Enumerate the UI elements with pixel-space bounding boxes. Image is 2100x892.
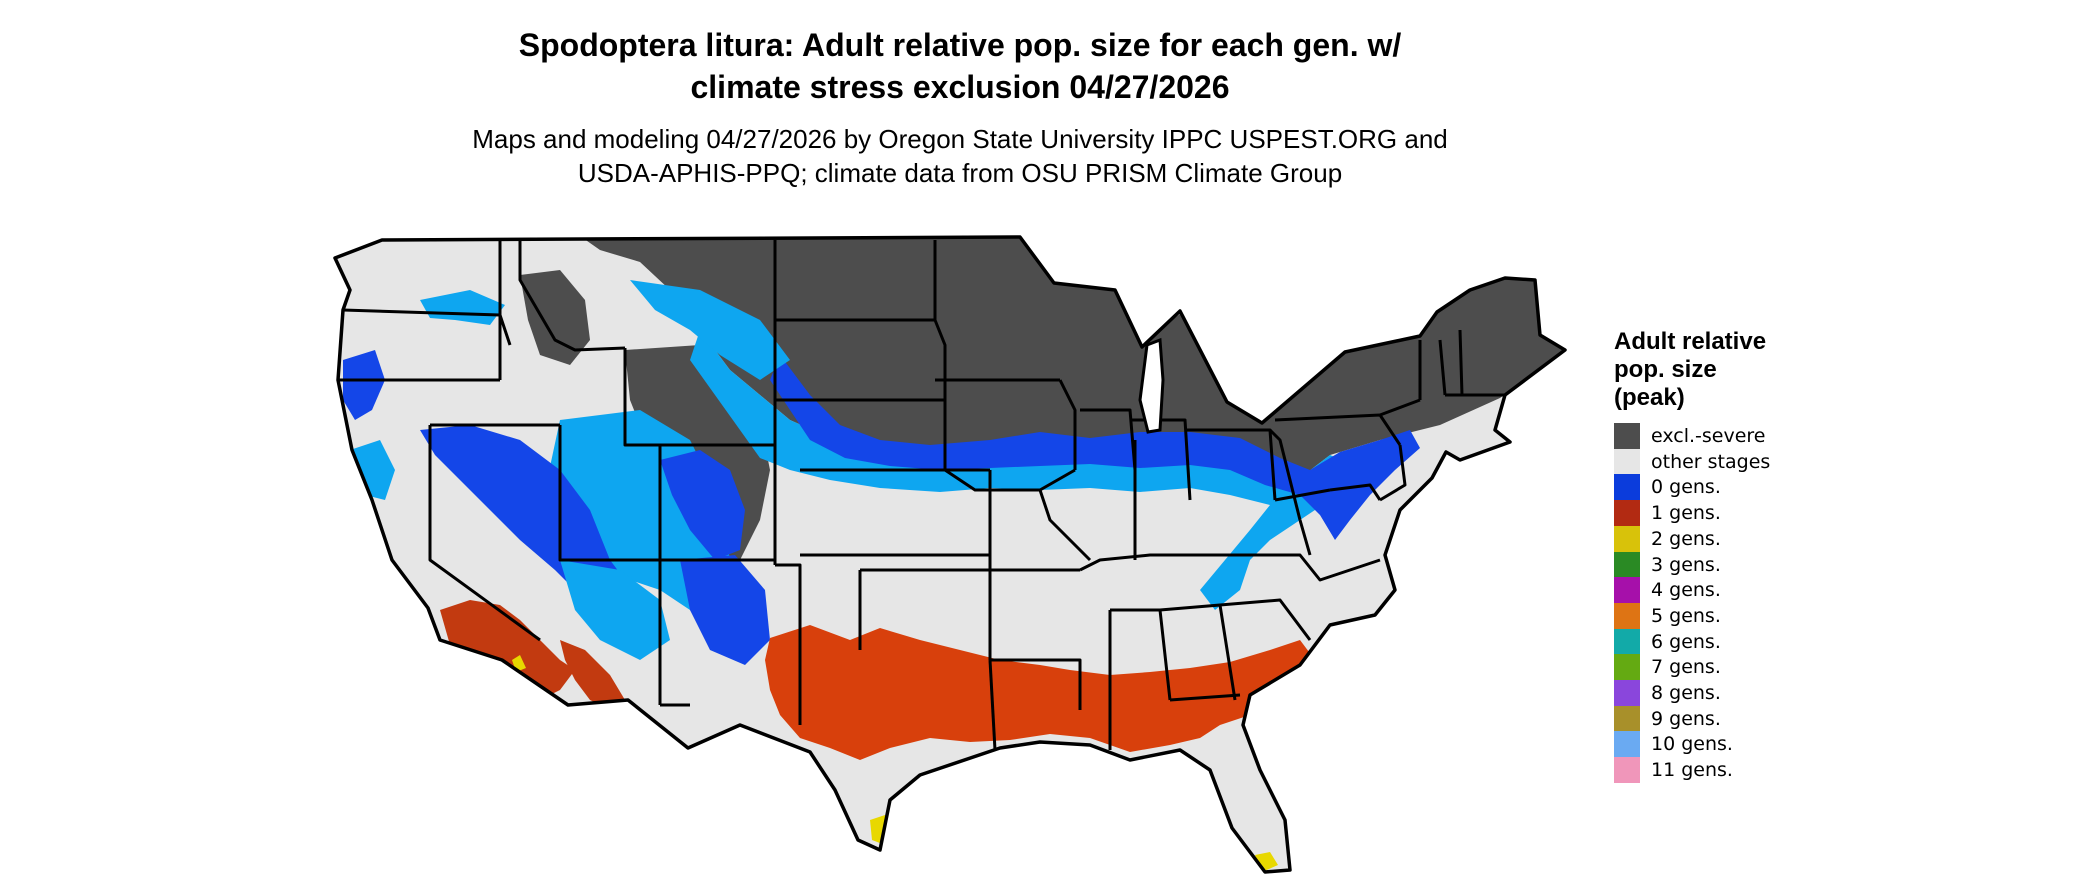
gen1-california [440, 600, 575, 700]
legend-label: excl.-severe [1651, 425, 1766, 447]
legend-item-gen-11: 11 gens. [1614, 757, 1854, 784]
legend-item-gen-4: 4 gens. [1614, 577, 1854, 604]
legend-title-line: pop. size [1614, 356, 1717, 383]
legend-item-excluded: excl.-severe [1614, 423, 1854, 449]
legend-label: other stages [1651, 450, 1771, 473]
map-title-line-1: Spodoptera litura: Adult relative pop. s… [518, 27, 1402, 63]
us-map [333, 235, 1567, 874]
legend-item-gen-10: 10 gens. [1614, 731, 1854, 758]
state-boundaries [338, 240, 1505, 751]
map-title-line-2: climate stress exclusion 04/27/2026 [690, 69, 1230, 105]
gen0-nm-light [560, 560, 670, 660]
legend-swatch [1614, 628, 1640, 655]
legend-swatch [1614, 577, 1640, 604]
legend-item-other-stages: other stages [1614, 448, 1854, 475]
legend-swatch [1614, 705, 1640, 732]
gen0-pacific-dark [343, 350, 385, 420]
legend-swatch [1614, 525, 1640, 552]
legend-swatch [1614, 680, 1640, 706]
excluded-zone-idaho [520, 270, 590, 365]
legend-item-gen-5: 5 gens. [1614, 602, 1854, 629]
legend-swatch [1614, 551, 1640, 578]
legend-label: 10 gens. [1651, 733, 1733, 756]
legend-swatch [1614, 731, 1640, 758]
legend-label: 11 gens. [1651, 759, 1733, 782]
map-subtitle-line-1: Maps and modeling 04/27/2026 by Oregon S… [472, 124, 1448, 154]
legend-swatch [1614, 757, 1640, 784]
legend-item-gen-7: 7 gens. [1614, 654, 1854, 681]
gen0-band-light [690, 330, 1360, 610]
legend-item-gen-9: 9 gens. [1614, 705, 1854, 732]
legend-label: 7 gens. [1651, 656, 1721, 679]
gen1-arizona [560, 640, 625, 710]
legend-label: 5 gens. [1651, 604, 1721, 627]
lake-michigan [1138, 337, 1165, 434]
legend-item-gen-1: 1 gens. [1614, 500, 1854, 527]
legend-item-gen-3: 3 gens. [1614, 551, 1854, 578]
legend-label: 3 gens. [1651, 553, 1721, 576]
gen0-utah-az-blue [680, 555, 770, 665]
legend-swatch [1614, 602, 1640, 629]
legend-label: 6 gens. [1651, 630, 1721, 653]
legend-label: 0 gens. [1651, 476, 1721, 499]
legend-swatch [1614, 500, 1640, 527]
legend-title-line: (peak) [1614, 384, 1685, 411]
legend-swatch [1614, 448, 1640, 475]
us-outline [333, 235, 1567, 874]
legend-label: 4 gens. [1651, 579, 1721, 602]
legend-item-gen-2: 2 gens. [1614, 525, 1854, 552]
legend-label: 2 gens. [1651, 527, 1721, 550]
legend-label: 8 gens. [1651, 682, 1721, 704]
gen0-mt-light [630, 280, 790, 380]
legend-swatch [1614, 654, 1640, 681]
gen0-band-dark [770, 355, 1420, 540]
legend-title: Adult relative pop. size (peak) [1614, 328, 1834, 412]
legend-item-gen-6: 6 gens. [1614, 628, 1854, 655]
legend-title-line: Adult relative [1614, 328, 1767, 355]
legend-item-gen-8: 8 gens. [1614, 680, 1854, 706]
legend-swatch [1614, 474, 1640, 501]
gen1-texas-gulf [765, 625, 1315, 760]
gen0-wa-light [420, 290, 505, 325]
gen0-colorado-blue [660, 450, 745, 560]
legend-item-gen-0: 0 gens. [1614, 474, 1854, 501]
legend-label: 9 gens. [1651, 707, 1721, 730]
legend-swatch [1614, 423, 1640, 449]
legend-label: 1 gens. [1651, 502, 1721, 525]
map-subtitle-line-2: USDA-APHIS-PPQ; climate data from OSU PR… [577, 158, 1343, 188]
